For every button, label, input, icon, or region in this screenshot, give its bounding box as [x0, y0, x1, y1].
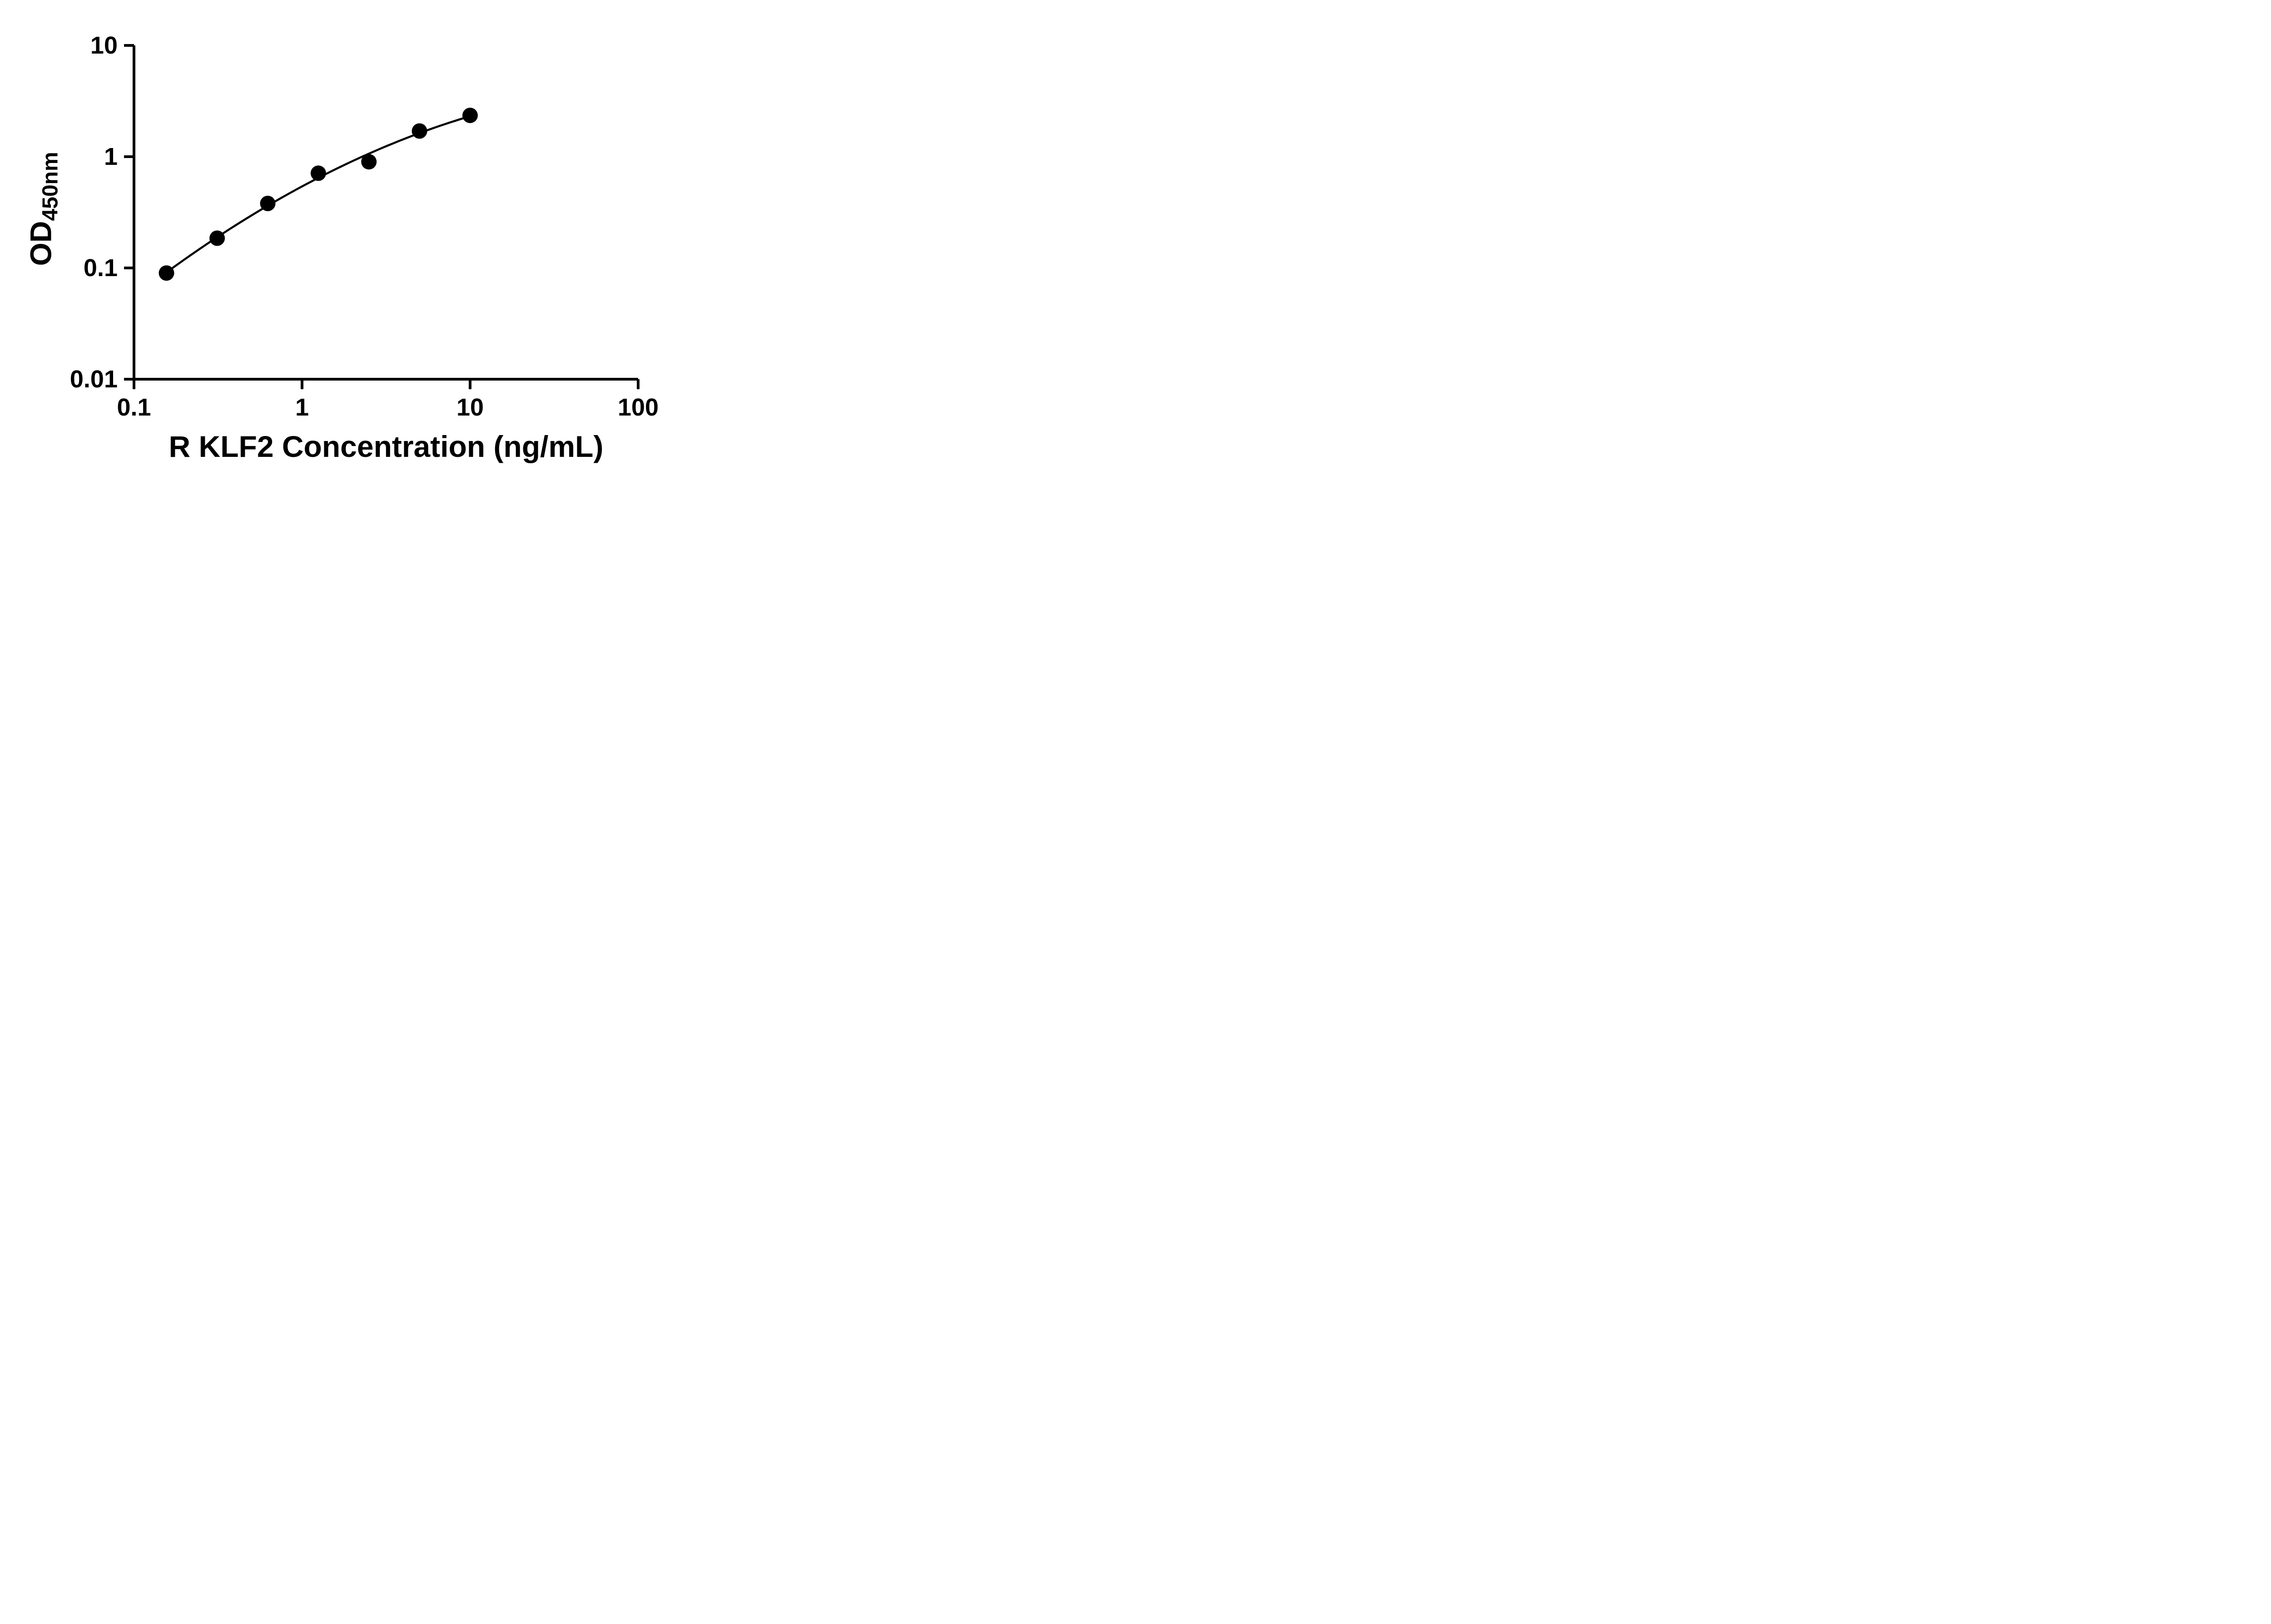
y-axis-title-main: OD	[24, 221, 58, 266]
data-point	[260, 196, 276, 211]
x-tick-label: 10	[456, 394, 484, 421]
x-tick-label: 1	[295, 394, 309, 421]
data-point	[209, 230, 225, 246]
x-tick-label: 100	[618, 394, 659, 421]
y-axis-title-subscript: 450nm	[38, 152, 63, 221]
y-tick-label: 10	[90, 32, 118, 59]
data-point	[412, 123, 427, 139]
x-tick-label: 0.1	[117, 394, 151, 421]
y-axis-title: OD450nm	[23, 152, 63, 266]
chart-plot-area: 0.1 1 10 100 10 1 0.1 0.01	[0, 0, 700, 487]
data-point	[310, 165, 326, 181]
axes	[133, 45, 638, 381]
data-point	[159, 265, 174, 281]
x-axis-title: R KLF2 Concentration (ng/mL)	[169, 430, 604, 463]
y-tick-label: 0.01	[70, 366, 118, 393]
fit-curve	[163, 115, 471, 276]
y-tick-label: 1	[104, 143, 118, 170]
y-tick-label: 0.1	[84, 254, 118, 282]
data-point	[462, 108, 478, 124]
data-point	[361, 154, 377, 170]
elisa-standard-curve-figure: 0.1 1 10 100 10 1 0.1 0.01 R KLF2 Concentration…	[0, 0, 700, 487]
